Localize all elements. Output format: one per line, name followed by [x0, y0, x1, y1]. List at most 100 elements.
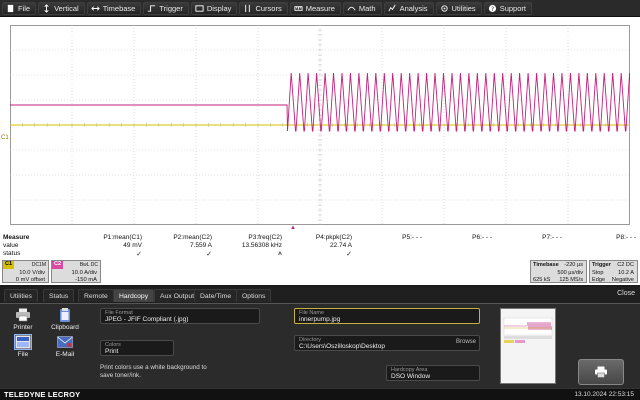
measure-p3-name[interactable]: P3:freq(C2): [248, 234, 282, 241]
measure-p8-name[interactable]: P8:- - -: [616, 234, 636, 241]
c1-scale: 10.0 V/div: [19, 270, 45, 276]
dest-printer[interactable]: Printer: [8, 308, 38, 331]
value-row-label: value: [3, 242, 19, 249]
timebase-descriptor[interactable]: Timebase -220 µs 500 µs/div 625 kS 125 M…: [530, 260, 587, 283]
dest-clipboard[interactable]: Clipboard: [48, 308, 82, 331]
menu-vertical-button[interactable]: Vertical: [38, 1, 85, 15]
measure-p4-value: 22.74 A: [329, 242, 352, 249]
timebase-icon: [90, 4, 100, 13]
browse-button[interactable]: Browse: [455, 339, 476, 345]
measure-heading: Measure: [3, 234, 30, 241]
timebase-delay: -220 µs: [564, 262, 583, 268]
file-icon: [6, 4, 15, 13]
colors-label: Colors: [105, 342, 121, 348]
status-row-label: status: [3, 250, 21, 257]
hardcopy-area-label: Hardcopy Area: [391, 367, 428, 373]
menu-measure-button[interactable]: Measure: [289, 1, 341, 15]
measure-p1-name[interactable]: P1:mean(C1): [103, 234, 142, 241]
measure-p6-name[interactable]: P6:- - -: [472, 234, 492, 241]
menu-label: Utilities: [451, 3, 476, 13]
menu-label: Cursors: [255, 3, 282, 13]
measure-p4-name[interactable]: P4:pkpk(C2): [315, 234, 352, 241]
print-button[interactable]: [578, 359, 624, 385]
measure-p7-name[interactable]: P7:- - -: [542, 234, 562, 241]
menu-label: Timebase: [102, 3, 136, 13]
menu-label: Support: [499, 3, 526, 13]
measure-p2-status: ✓: [206, 251, 212, 258]
colors-select[interactable]: Colors Print: [100, 340, 174, 356]
dest-email[interactable]: E-Mail: [48, 335, 82, 358]
utilities-icon: [440, 4, 449, 13]
menu-display-button[interactable]: Display: [190, 1, 238, 15]
print-icon: [595, 366, 607, 378]
menu-label: Display: [206, 3, 232, 13]
colors-value: Print: [105, 348, 119, 355]
directory-value: C:\Users\Oszilloskop\Desktop: [299, 343, 385, 350]
c1-ground-marker: C1: [1, 135, 9, 141]
descriptor-strip: C1 DC1M 10.0 V/div 0 mV offset C2 BwL DC…: [0, 258, 640, 285]
tab-date-time[interactable]: Date/Time: [194, 289, 238, 302]
menu-utilities-button[interactable]: Utilities: [435, 1, 482, 15]
tab-options[interactable]: Options: [236, 289, 272, 302]
file-format-value: JPEG - JFIF Compliant (.jpg): [105, 316, 189, 323]
tab-status[interactable]: Status: [43, 289, 75, 302]
menu-math-button[interactable]: Math: [342, 1, 382, 15]
timebase-rate: 125 MS/s: [559, 277, 583, 283]
file-format-select[interactable]: File Format JPEG - JFIF Compliant (.jpg): [100, 308, 260, 324]
menu-cursors-button[interactable]: Cursors: [239, 1, 288, 15]
menu-timebase-button[interactable]: Timebase: [86, 1, 142, 15]
hardcopy-preview: [500, 308, 556, 384]
menu-analysis-button[interactable]: Analysis: [383, 1, 434, 15]
trigger-slope: Negative: [611, 277, 634, 283]
c1-coupling: DC1M: [31, 262, 46, 268]
dialog-tab-bar: Close Utilities Status Remote Hardcopy Aux O…: [0, 287, 640, 303]
c1-descriptor[interactable]: C1 DC1M 10.0 V/div 0 mV offset: [2, 260, 49, 283]
cursors-icon: [243, 4, 252, 13]
menu-trigger-button[interactable]: Trigger: [143, 1, 189, 15]
email-icon: [57, 335, 73, 349]
date-time: 13.10.2024 22:53:15: [574, 391, 634, 398]
menu-label: Trigger: [159, 3, 183, 13]
measure-p2-name[interactable]: P2:mean(C2): [173, 234, 212, 241]
file-name-field[interactable]: File Name innerpump.jpg: [294, 308, 480, 324]
measure-p3-value: 13.56308 kHz: [241, 242, 282, 249]
svg-text:?: ?: [491, 5, 494, 12]
vertical-icon: [42, 3, 51, 13]
c1-offset: 0 mV offset: [15, 277, 45, 283]
measure-value-row: value: [0, 242, 640, 250]
trigger-descriptor[interactable]: Trigger C2 DC Stop 10.2 A Edge Negative: [589, 260, 638, 283]
c2-tag: C2: [52, 261, 64, 269]
clipboard-icon: [57, 308, 73, 322]
close-button[interactable]: Close: [617, 290, 635, 297]
display-icon: [195, 4, 204, 13]
tab-remote[interactable]: Remote: [78, 289, 114, 302]
dest-file-label: File: [17, 351, 29, 358]
c2-offset: -150 mA: [75, 277, 97, 283]
hardcopy-panel: Printer Clipboard File E-Mail File Forma…: [0, 303, 640, 388]
hardcopy-area-select[interactable]: Hardcopy Area DSO Window: [386, 365, 480, 381]
tab-utilities[interactable]: Utilities: [4, 289, 38, 302]
measure-p5-name[interactable]: P5:- - -: [402, 234, 422, 241]
c2-descriptor[interactable]: C2 BwL DC 10.0 A/div -150 mA: [51, 260, 101, 283]
dest-clipboard-label: Clipboard: [51, 324, 79, 331]
timebase-title: Timebase: [533, 262, 559, 268]
dest-file[interactable]: File: [8, 334, 38, 358]
menu-label: Vertical: [54, 3, 79, 13]
waveform-display: C1 ▲: [0, 17, 640, 233]
measure-p4-status: ✓: [346, 251, 352, 258]
timebase-per-div: 500 µs/div: [557, 270, 583, 276]
tab-hardcopy[interactable]: Hardcopy: [113, 289, 155, 302]
menu-support-button[interactable]: ? Support: [483, 1, 532, 15]
support-icon: ?: [488, 4, 497, 13]
file-name-label: File Name: [299, 310, 325, 316]
menu-file-button[interactable]: File: [2, 1, 37, 15]
graticule-svg: [10, 25, 630, 225]
menu-label: Analysis: [399, 3, 428, 13]
directory-field[interactable]: Directory C:\Users\Oszilloskop\Desktop B…: [294, 335, 480, 351]
measure-p1-value: 49 mV: [123, 242, 142, 249]
measure-table: Measure value status P1:mean(C1) 49 mV ✓ P2…: [0, 233, 640, 258]
dest-printer-label: Printer: [13, 324, 33, 331]
math-icon: [347, 4, 356, 13]
status-footer: TELEDYNE LECROY 13.10.2024 22:53:15: [0, 388, 640, 400]
brand-logo: TELEDYNE LECROY: [4, 390, 81, 399]
